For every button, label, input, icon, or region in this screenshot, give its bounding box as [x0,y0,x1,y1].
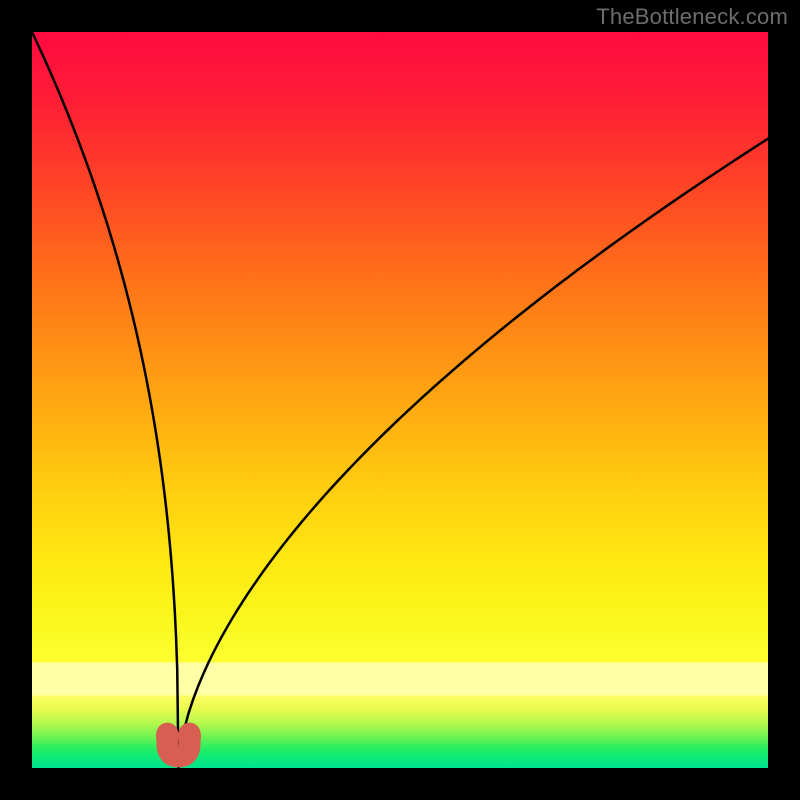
chart-container: TheBottleneck.com [0,0,800,800]
bottleneck-chart [0,0,800,800]
plot-gradient [32,32,768,768]
watermark-text: TheBottleneck.com [596,4,788,30]
